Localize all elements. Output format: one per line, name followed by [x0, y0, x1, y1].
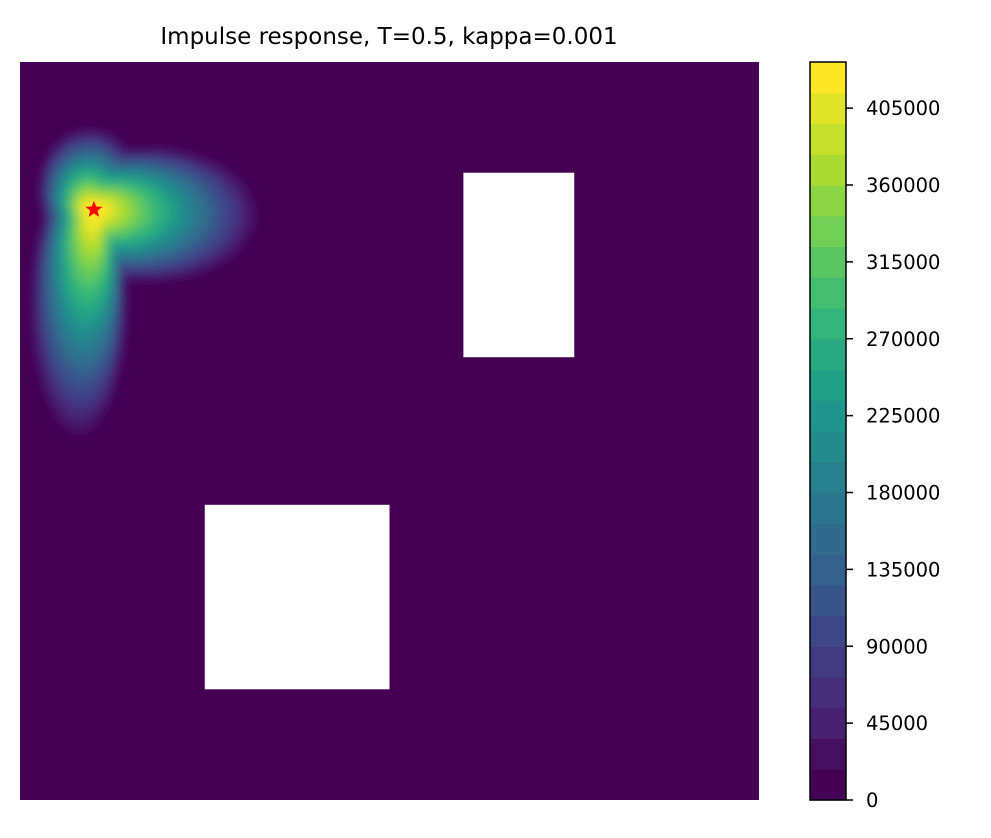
colorbar-band — [810, 554, 846, 586]
colorbar-tick-label: 360000 — [866, 174, 940, 197]
chart-title: Impulse response, T=0.5, kappa=0.001 — [160, 24, 617, 50]
source-point-marker — [85, 200, 103, 217]
colorbar-band — [810, 277, 846, 309]
colorbar: 0 45000 90000 135000 180000 225000 270000 31500… — [809, 61, 940, 812]
colorbar-band — [810, 246, 846, 278]
colorbar-tick-label: 225000 — [866, 405, 940, 428]
colorbar-band — [810, 615, 846, 647]
colorbar-tick-label: 180000 — [866, 482, 940, 505]
obstacle-lower-left — [204, 504, 390, 690]
colorbar-band — [810, 523, 846, 555]
colorbar-band — [810, 154, 846, 186]
colorbar-band — [810, 338, 846, 371]
colorbar-tick-label: 90000 — [866, 635, 928, 658]
plot-area — [20, 62, 759, 800]
colorbar-band — [810, 677, 846, 709]
colorbar-band — [810, 185, 846, 217]
colorbar-tick-label: 0 — [866, 789, 878, 812]
colorbar-band — [810, 461, 846, 494]
colorbar-band — [810, 123, 846, 155]
colorbar-band — [810, 646, 846, 678]
colorbar-band — [810, 400, 846, 432]
colorbar-band — [810, 584, 846, 617]
colorbar-band — [810, 369, 846, 401]
colorbar-tick-label: 315000 — [866, 251, 940, 274]
colorbar-band — [810, 92, 846, 125]
colorbar-band — [810, 308, 846, 340]
colorbar-band — [810, 492, 846, 524]
colorbar-band — [810, 738, 846, 770]
colorbar-tick-label: 405000 — [866, 97, 940, 120]
colorbar-tick-label: 135000 — [866, 558, 940, 581]
colorbar-band — [810, 215, 846, 248]
obstacles — [204, 172, 575, 690]
colorbar-band — [810, 62, 846, 94]
colorbar-tick-label: 270000 — [866, 328, 940, 351]
colorbar-band — [810, 431, 846, 463]
colorbar-band — [810, 707, 846, 740]
colorbar-tick-label: 45000 — [866, 712, 928, 735]
colorbar-frame — [809, 61, 847, 801]
colorbar-band — [810, 769, 846, 801]
heat-plume — [31, 129, 255, 433]
obstacle-upper-right — [463, 172, 575, 358]
